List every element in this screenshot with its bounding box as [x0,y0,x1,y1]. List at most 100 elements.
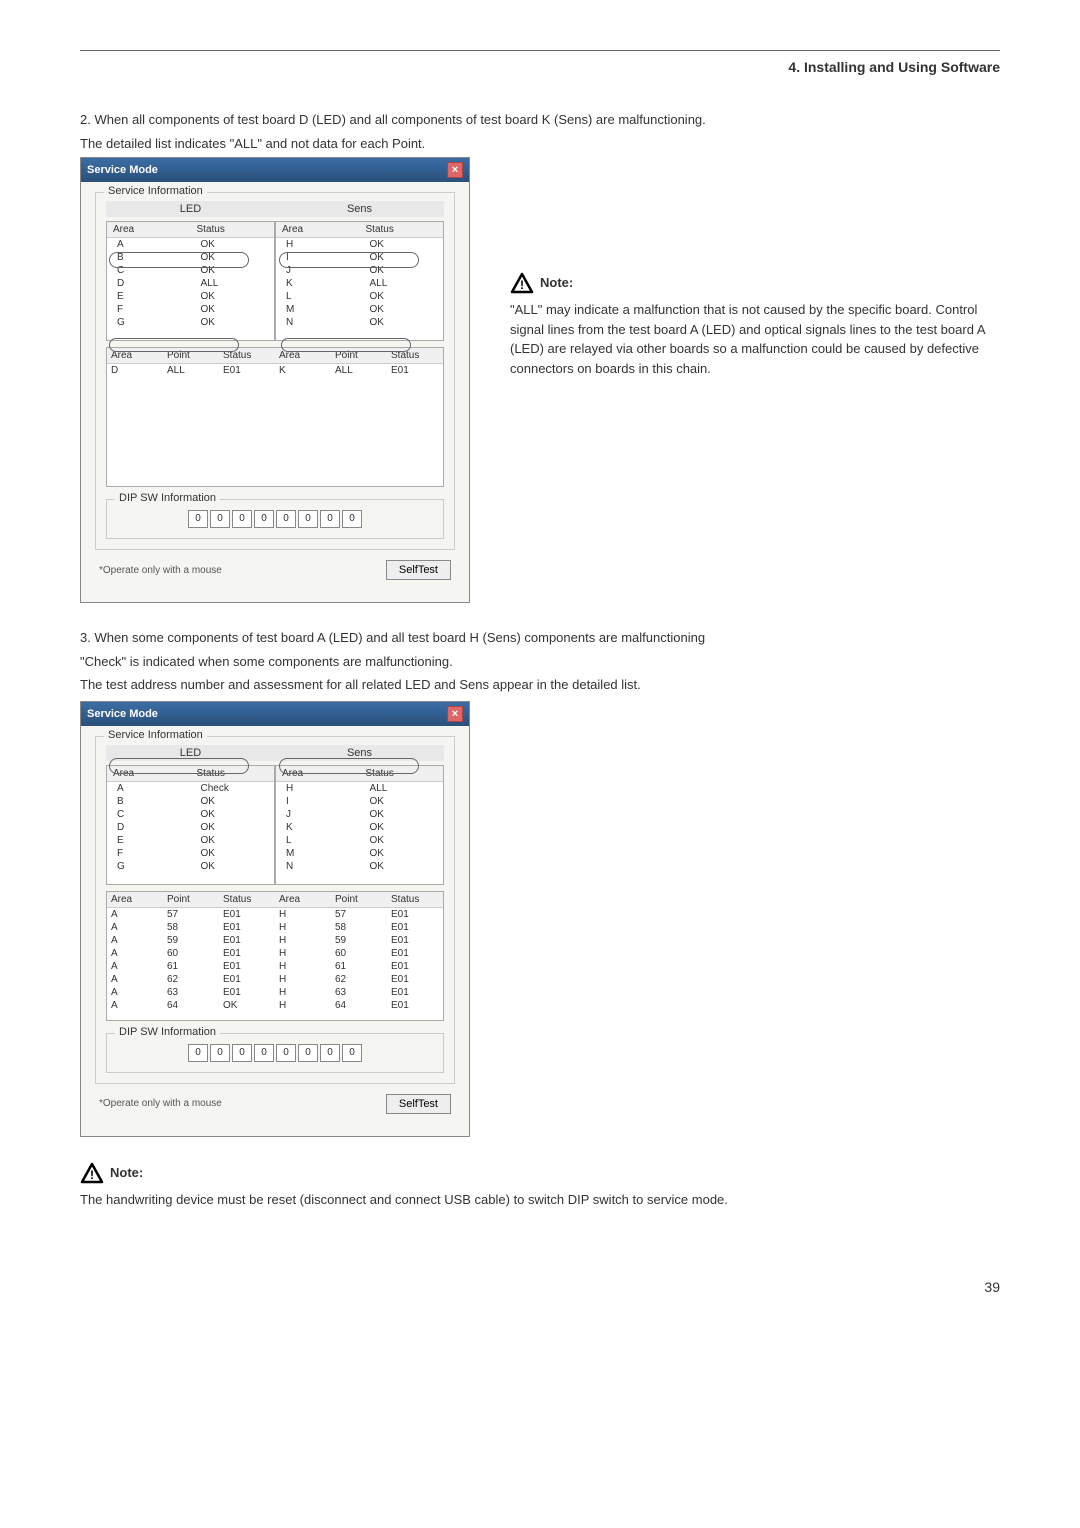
note-block-2: ! Note: The handwriting device must be r… [80,1162,1000,1210]
status-row: LOK [276,834,443,847]
selftest-button[interactable]: SelfTest [386,1094,451,1114]
note-head-text: Note: [110,1163,143,1183]
dip-cell: 0 [210,1044,230,1062]
paragraph-1b: The detailed list indicates "ALL" and no… [80,134,1000,154]
service-info-label: Service Information [104,729,207,741]
footer-hint: *Operate only with a mouse [99,565,222,576]
dh-status2: Status [387,892,443,907]
detail-row: A61E01H61E01 [107,960,443,973]
highlight-oval [281,338,411,352]
status-row: DOK [107,821,274,834]
dh-area2: Area [275,892,331,907]
dialog-title: Service Mode [87,164,158,176]
dh-point2: Point [331,892,387,907]
status-row: IOK [276,795,443,808]
detail-row: A57E01H57E01 [107,908,443,921]
status-row: FOK [107,847,274,860]
status-row: DALL [107,277,274,290]
note-body: "ALL" may indicate a malfunction that is… [510,300,1000,378]
dip-cell: 0 [232,1044,252,1062]
note-head-text: Note: [540,273,573,293]
dip-cell: 0 [320,1044,340,1062]
dh-point: Point [163,892,219,907]
dip-cell: 0 [254,1044,274,1062]
detail-row: A62E01H62E01 [107,973,443,986]
close-icon[interactable]: × [447,706,463,722]
status-row: NOK [276,316,443,329]
status-row: MOK [276,303,443,316]
svg-text:!: ! [520,278,524,292]
service-info-label: Service Information [104,185,207,197]
paragraph-1a: 2. When all components of test board D (… [80,110,1000,130]
highlight-oval [109,758,249,774]
status-row: GOK [107,316,274,329]
detail-row: A58E01H58E01 [107,921,443,934]
dialog-title: Service Mode [87,708,158,720]
status-row: EOK [107,290,274,303]
footer-hint: *Operate only with a mouse [99,1098,222,1109]
status-row: NOK [276,860,443,873]
area-hdr: Area [107,222,191,237]
status-row: MOK [276,847,443,860]
section-title: 4. Installing and Using Software [80,59,1000,75]
status-row: ACheck [107,782,274,795]
dip-cells: 00000000 [188,510,362,528]
close-icon[interactable]: × [447,162,463,178]
service-mode-dialog-1: Service Mode × Service Information LED S… [80,157,470,603]
dip-cell: 0 [298,510,318,528]
status-row: COK [107,808,274,821]
service-info-group: Service Information LED Sens AreaStatus … [95,736,455,1084]
note-body: The handwriting device must be reset (di… [80,1190,1000,1210]
highlight-oval [279,252,419,268]
detail-row: A64OKH64E01 [107,999,443,1012]
highlight-oval [279,758,419,774]
status-row: JOK [276,808,443,821]
dip-cell: 0 [320,510,340,528]
status-row: FOK [107,303,274,316]
status-row: GOK [107,860,274,873]
dip-cell: 0 [276,510,296,528]
highlight-oval [109,252,249,268]
status-row: KALL [276,277,443,290]
detail-row: A60E01H60E01 [107,947,443,960]
dip-cells: 00000000 [188,1044,362,1062]
header-rule [80,50,1000,51]
status-row: AOK [107,238,274,251]
dip-cell: 0 [276,1044,296,1062]
dip-cell: 0 [342,1044,362,1062]
highlight-oval [109,338,239,352]
warning-icon: ! [80,1162,104,1184]
service-info-group: Service Information LED Sens AreaStatus … [95,192,455,550]
page-number: 39 [80,1279,1000,1295]
dip-cell: 0 [210,510,230,528]
status-row: KOK [276,821,443,834]
dip-sw-group: DIP SW Information 00000000 [106,499,444,539]
paragraph-2a: 3. When some components of test board A … [80,628,1000,648]
selftest-button[interactable]: SelfTest [386,560,451,580]
led-column-header: LED [106,201,275,217]
led-status-list: AreaStatus ACheckBOKCOKDOKEOKFOKGOK [106,765,275,885]
dialog-titlebar: Service Mode × [81,702,469,726]
detail-list-2: Area Point Status Area Point Status A57E… [106,891,444,1021]
sens-column-header: Sens [275,201,444,217]
status-row: BOK [107,795,274,808]
dip-label: DIP SW Information [115,492,220,504]
dh-area: Area [107,892,163,907]
sens-status-list: AreaStatus HOKIOKJOKKALLLOKMOKNOK [275,221,444,341]
dip-cell: 0 [342,510,362,528]
paragraph-2c: The test address number and assessment f… [80,675,1000,695]
status-hdr: Status [191,222,275,237]
service-mode-dialog-2: Service Mode × Service Information LED S… [80,701,470,1137]
note-block-1: ! Note: "ALL" may indicate a malfunction… [510,157,1000,378]
detail-row: A59E01H59E01 [107,934,443,947]
detail-row: A63E01H63E01 [107,986,443,999]
dip-cell: 0 [298,1044,318,1062]
svg-text:!: ! [90,1168,94,1182]
area-hdr: Area [276,222,360,237]
detail-row: D ALL E01 K ALL E01 [107,364,443,377]
status-row: HALL [276,782,443,795]
sens-status-list: AreaStatus HALLIOKJOKKOKLOKMOKNOK [275,765,444,885]
dh-status: Status [219,892,275,907]
status-hdr: Status [360,222,444,237]
dip-cell: 0 [254,510,274,528]
